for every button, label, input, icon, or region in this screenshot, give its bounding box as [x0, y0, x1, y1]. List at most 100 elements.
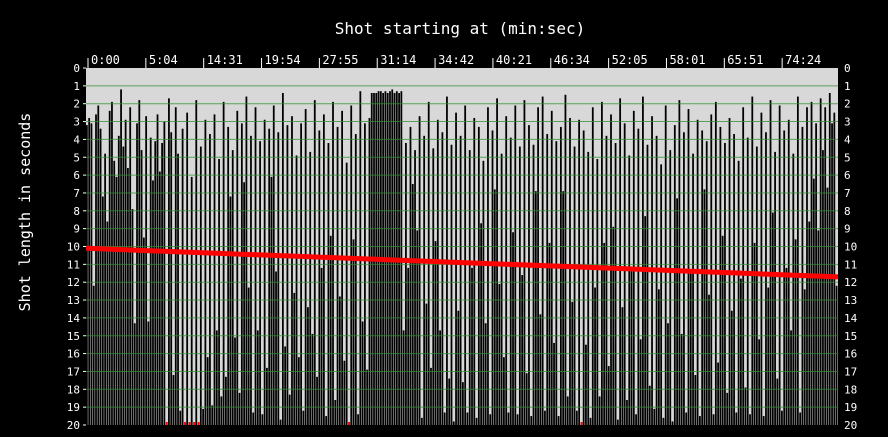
shot-bar: [471, 267, 473, 425]
chart-title: Shot starting at (min:sec): [335, 19, 585, 38]
shot-bar: [106, 221, 109, 425]
shot-bar: [336, 126, 339, 426]
shot-bar: [826, 187, 829, 425]
shot-bar: [350, 105, 353, 426]
shot-bar: [156, 114, 159, 425]
shot-bar: [758, 339, 761, 425]
shot-bar: [477, 126, 480, 426]
shot-bar: [589, 417, 592, 425]
shot-bar: [653, 408, 656, 425]
overflow-marker: [193, 422, 196, 425]
x-tick-label: 65:51: [727, 53, 763, 67]
shot-bar: [220, 396, 223, 425]
shot-bar: [261, 414, 264, 425]
shot-bar: [701, 130, 704, 425]
shot-bar: [275, 271, 277, 425]
shot-bar: [669, 150, 672, 426]
shot-bar: [243, 182, 246, 425]
shot-bar: [170, 132, 173, 425]
shot-bar: [612, 226, 615, 425]
shot-bar: [361, 321, 364, 425]
y-tick-label-left: 0: [73, 62, 80, 75]
shot-bar: [430, 367, 432, 425]
overflow-marker: [165, 422, 168, 425]
shot-bar: [740, 278, 742, 425]
y-tick-label-right: 10: [844, 241, 857, 254]
shot-bar: [726, 392, 729, 425]
y-tick-label-left: 1: [73, 80, 80, 93]
shot-bar: [295, 155, 298, 425]
shot-bar: [259, 141, 261, 425]
shot-bar: [256, 330, 259, 425]
shot-bar: [215, 330, 218, 425]
shot-bar: [790, 330, 792, 425]
shot-bar: [689, 271, 692, 425]
shot-bar: [209, 134, 211, 426]
shot-bar: [573, 146, 576, 426]
overflow-marker: [197, 422, 200, 425]
y-tick-label-right: 14: [844, 312, 858, 325]
shot-bar: [637, 128, 640, 425]
shot-bar: [181, 128, 184, 425]
y-tick-label-right: 17: [844, 365, 857, 378]
shot-bar: [528, 125, 530, 426]
shot-bar: [744, 387, 747, 425]
shot-bar: [345, 162, 348, 426]
y-tick-label-left: 14: [67, 312, 81, 325]
shot-bar: [172, 375, 175, 425]
shot-bar: [484, 323, 487, 425]
shot-bar: [544, 410, 546, 425]
shot-bar: [343, 360, 346, 425]
shot-bar: [562, 191, 565, 425]
y-tick-label-left: 11: [67, 258, 80, 271]
shot-bar: [448, 378, 451, 425]
shot-bar: [639, 339, 642, 425]
y-tick-label-right: 15: [844, 330, 857, 343]
shot-bar: [708, 294, 710, 425]
x-tick-label: 46:34: [554, 53, 590, 67]
shot-bar: [161, 142, 163, 425]
shot-bar: [557, 416, 560, 425]
shot-bar: [272, 105, 275, 426]
y-tick-label-right: 20: [844, 419, 857, 432]
shot-bar: [539, 314, 542, 425]
shot-bar: [90, 123, 93, 425]
shot-bar: [236, 110, 239, 425]
y-tick-label-left: 10: [67, 241, 80, 254]
shot-bar: [817, 230, 820, 425]
shot-bar: [541, 96, 544, 425]
shot-bar: [548, 242, 551, 425]
shot-bar: [803, 289, 806, 425]
shot-bar: [769, 100, 772, 425]
shot-bar: [99, 128, 102, 425]
y-tick-label-right: 9: [844, 223, 851, 236]
shot-bar: [530, 416, 533, 425]
shot-bar: [755, 146, 758, 426]
shot-bar: [810, 101, 813, 425]
shot-bar: [835, 285, 838, 425]
shot-bar: [751, 96, 754, 425]
shot-bar: [418, 116, 421, 425]
shot-bar: [245, 96, 248, 425]
shot-bar: [213, 114, 216, 425]
shot-bar: [86, 125, 88, 426]
shot-bar: [678, 100, 681, 425]
shot-bar: [368, 117, 371, 425]
x-tick-label: 34:42: [438, 53, 474, 67]
shot-bars: [86, 89, 838, 426]
shot-bar: [642, 96, 644, 425]
y-tick-label-right: 6: [844, 169, 851, 182]
shot-bar: [291, 116, 293, 425]
shot-bar: [286, 125, 289, 426]
y-tick-label-right: 5: [844, 151, 851, 164]
shot-bar: [493, 189, 496, 425]
shot-bar: [92, 285, 95, 425]
shot-bar: [229, 196, 232, 425]
shot-bar: [247, 287, 250, 425]
shot-bar: [575, 410, 578, 425]
shot-bar: [655, 135, 658, 425]
shot-bar: [828, 92, 831, 426]
shot-bar: [352, 239, 355, 425]
shot-bar: [145, 116, 148, 425]
